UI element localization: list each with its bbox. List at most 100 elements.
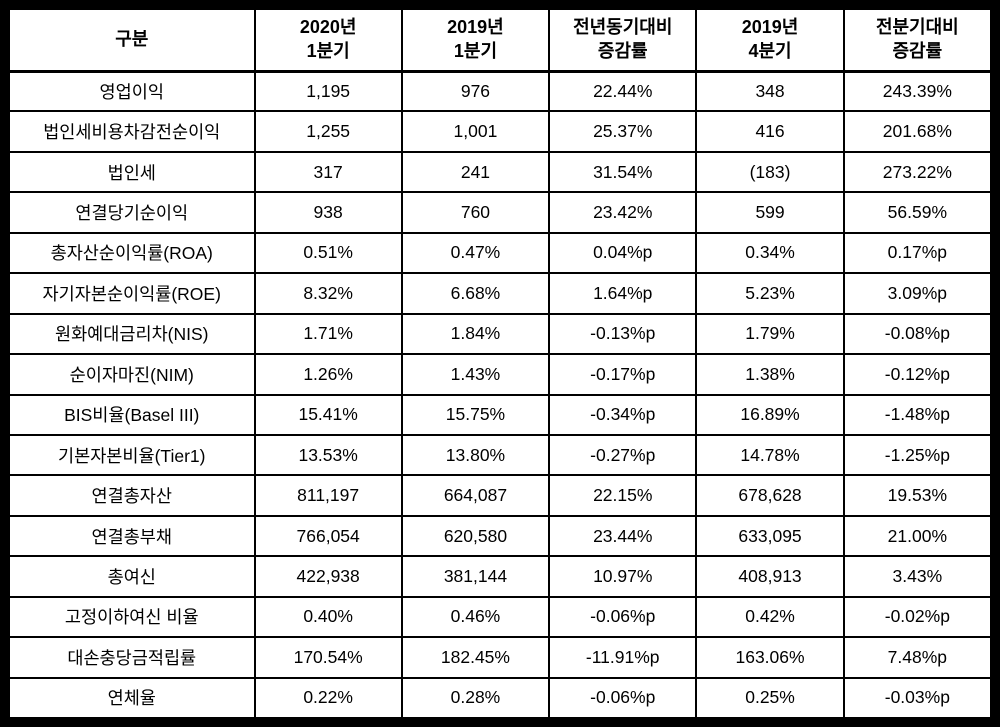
value-cell: 25.37% bbox=[548, 110, 698, 153]
table-row: 고정이하여신 비율 0.40% 0.46% -0.06%p 0.42% -0.02%p bbox=[8, 595, 993, 639]
row-label: 순이자마진(NIM) bbox=[8, 353, 256, 396]
table-header: 구분 2020년 1분기 2019년 1분기 전년동기대비 증감률 2019년 … bbox=[8, 8, 993, 73]
table-row: 법인세 317 241 31.54% (183) 273.22% bbox=[8, 150, 993, 194]
value-cell: (183) bbox=[695, 150, 845, 194]
value-cell: 201.68% bbox=[842, 110, 993, 153]
value-cell: 243.39% bbox=[842, 69, 993, 113]
value-cell: 8.32% bbox=[253, 272, 403, 315]
value-cell: 664,087 bbox=[400, 474, 551, 517]
value-cell: 0.47% bbox=[400, 231, 551, 275]
column-header-2020-q1: 2020년 1분기 bbox=[253, 8, 403, 73]
value-cell: 0.17%p bbox=[842, 231, 993, 275]
value-cell: 1,195 bbox=[253, 69, 403, 113]
value-cell: 348 bbox=[695, 69, 845, 113]
value-cell: -0.06%p bbox=[548, 676, 698, 720]
financial-summary-table: 구분 2020년 1분기 2019년 1분기 전년동기대비 증감률 2019년 … bbox=[8, 8, 993, 720]
row-label: 원화예대금리차(NIS) bbox=[8, 312, 256, 356]
value-cell: 811,197 bbox=[253, 474, 403, 517]
value-cell: 0.34% bbox=[695, 231, 845, 275]
value-cell: 1.43% bbox=[400, 353, 551, 396]
value-cell: 976 bbox=[400, 69, 551, 113]
table-row: 영업이익 1,195 976 22.44% 348 243.39% bbox=[8, 69, 993, 113]
value-cell: 1.79% bbox=[695, 312, 845, 356]
column-header-2019-q1: 2019년 1분기 bbox=[400, 8, 551, 73]
table-row: 대손충당금적립률 170.54% 182.45% -11.91%p 163.06% 7.4… bbox=[8, 636, 993, 679]
value-cell: -0.02%p bbox=[842, 595, 993, 639]
value-cell: -0.13%p bbox=[548, 312, 698, 356]
value-cell: 3.09%p bbox=[842, 272, 993, 315]
value-cell: 938 bbox=[253, 191, 403, 234]
value-cell: -11.91%p bbox=[548, 636, 698, 679]
row-label: 연결당기순이익 bbox=[8, 191, 256, 234]
row-label: 연체율 bbox=[8, 676, 256, 720]
value-cell: 678,628 bbox=[695, 474, 845, 517]
value-cell: -0.03%p bbox=[842, 676, 993, 720]
value-cell: 13.53% bbox=[253, 433, 403, 477]
value-cell: 1.38% bbox=[695, 353, 845, 396]
value-cell: 0.04%p bbox=[548, 231, 698, 275]
value-cell: 1.26% bbox=[253, 353, 403, 396]
column-header-yoy-change: 전년동기대비 증감률 bbox=[548, 8, 698, 73]
value-cell: 5.23% bbox=[695, 272, 845, 315]
value-cell: 408,913 bbox=[695, 555, 845, 598]
value-cell: 22.44% bbox=[548, 69, 698, 113]
row-label: 법인세 bbox=[8, 150, 256, 194]
value-cell: 273.22% bbox=[842, 150, 993, 194]
table-row: BIS비율(Basel III) 15.41% 15.75% -0.34%p 16.89… bbox=[8, 393, 993, 436]
value-cell: 14.78% bbox=[695, 433, 845, 477]
value-cell: 163.06% bbox=[695, 636, 845, 679]
value-cell: 6.68% bbox=[400, 272, 551, 315]
table-body: 영업이익 1,195 976 22.44% 348 243.39% 법인세비용차감전순이익 1… bbox=[8, 69, 993, 720]
value-cell: -1.48%p bbox=[842, 393, 993, 436]
table-row: 총여신 422,938 381,144 10.97% 408,913 3.43% bbox=[8, 555, 993, 598]
row-label: 총여신 bbox=[8, 555, 256, 598]
value-cell: 241 bbox=[400, 150, 551, 194]
value-cell: 13.80% bbox=[400, 433, 551, 477]
column-header-qoq-change: 전분기대비 증감률 bbox=[842, 8, 993, 73]
value-cell: 416 bbox=[695, 110, 845, 153]
value-cell: 0.51% bbox=[253, 231, 403, 275]
value-cell: 170.54% bbox=[253, 636, 403, 679]
value-cell: 766,054 bbox=[253, 514, 403, 558]
row-label: 기본자본비율(Tier1) bbox=[8, 433, 256, 477]
value-cell: 599 bbox=[695, 191, 845, 234]
value-cell: 31.54% bbox=[548, 150, 698, 194]
value-cell: 182.45% bbox=[400, 636, 551, 679]
value-cell: 15.41% bbox=[253, 393, 403, 436]
value-cell: -0.34%p bbox=[548, 393, 698, 436]
value-cell: 1,001 bbox=[400, 110, 551, 153]
row-label: 영업이익 bbox=[8, 69, 256, 113]
value-cell: 317 bbox=[253, 150, 403, 194]
row-label: 연결총부채 bbox=[8, 514, 256, 558]
row-label: 총자산순이익률(ROA) bbox=[8, 231, 256, 275]
value-cell: 620,580 bbox=[400, 514, 551, 558]
value-cell: 56.59% bbox=[842, 191, 993, 234]
row-label: 법인세비용차감전순이익 bbox=[8, 110, 256, 153]
value-cell: 10.97% bbox=[548, 555, 698, 598]
value-cell: -1.25%p bbox=[842, 433, 993, 477]
value-cell: 0.42% bbox=[695, 595, 845, 639]
value-cell: 0.40% bbox=[253, 595, 403, 639]
table-row: 연결당기순이익 938 760 23.42% 599 56.59% bbox=[8, 191, 993, 234]
table-row: 연결총자산 811,197 664,087 22.15% 678,628 19.53% bbox=[8, 474, 993, 517]
value-cell: 23.44% bbox=[548, 514, 698, 558]
value-cell: 633,095 bbox=[695, 514, 845, 558]
table-row: 원화예대금리차(NIS) 1.71% 1.84% -0.13%p 1.79% -0.08%… bbox=[8, 312, 993, 356]
table-row: 기본자본비율(Tier1) 13.53% 13.80% -0.27%p 14.78% -1… bbox=[8, 433, 993, 477]
value-cell: 0.46% bbox=[400, 595, 551, 639]
column-header-2019-q4: 2019년 4분기 bbox=[695, 8, 845, 73]
value-cell: 1.64%p bbox=[548, 272, 698, 315]
row-label: 연결총자산 bbox=[8, 474, 256, 517]
value-cell: 381,144 bbox=[400, 555, 551, 598]
row-label: 자기자본순이익률(ROE) bbox=[8, 272, 256, 315]
value-cell: 3.43% bbox=[842, 555, 993, 598]
header-row: 구분 2020년 1분기 2019년 1분기 전년동기대비 증감률 2019년 … bbox=[8, 8, 993, 73]
value-cell: 21.00% bbox=[842, 514, 993, 558]
value-cell: 760 bbox=[400, 191, 551, 234]
value-cell: -0.12%p bbox=[842, 353, 993, 396]
table-row: 총자산순이익률(ROA) 0.51% 0.47% 0.04%p 0.34% 0.17%p bbox=[8, 231, 993, 275]
value-cell: 7.48%p bbox=[842, 636, 993, 679]
value-cell: 15.75% bbox=[400, 393, 551, 436]
row-label: 대손충당금적립률 bbox=[8, 636, 256, 679]
